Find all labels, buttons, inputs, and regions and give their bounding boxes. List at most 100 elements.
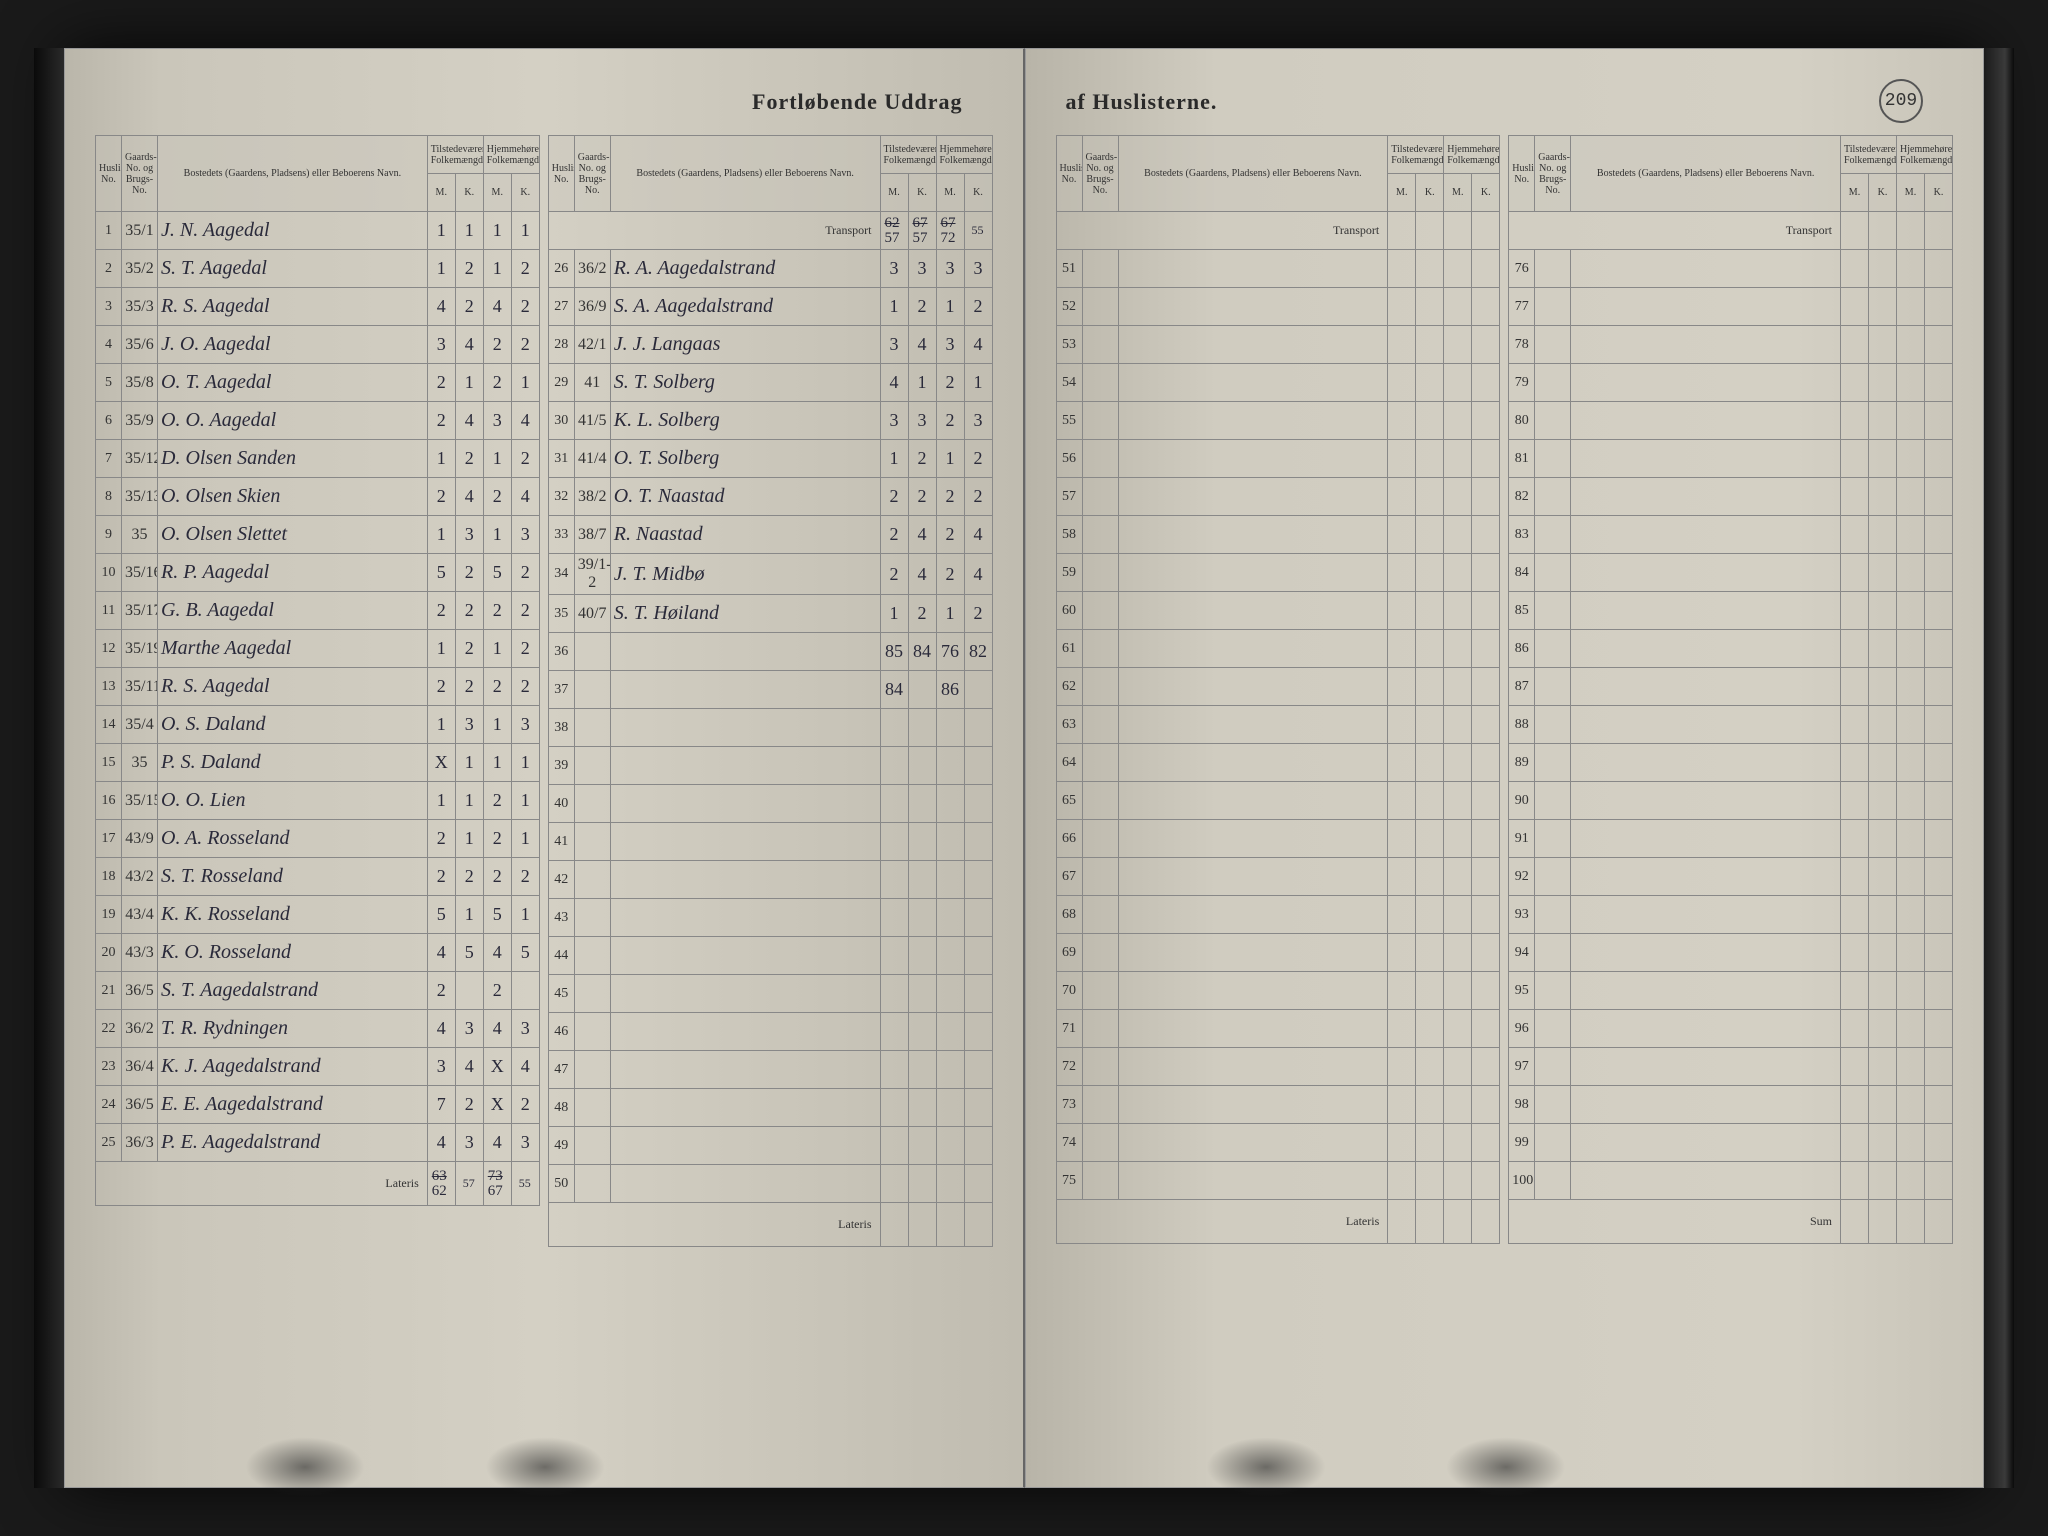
table-row: 45 [548,975,992,1013]
tilstede-k [1869,858,1897,896]
row-number: 5 [96,364,122,402]
tilstede-k: 3 [908,402,936,440]
table-row: 83 [1509,516,1953,554]
hjemme-m [1897,554,1925,592]
tilstede-k [1869,820,1897,858]
transport-tk: 6757 [908,212,936,250]
transport-label: Transport [1509,212,1841,250]
tilstede-k: 4 [455,326,483,364]
gaard-no [574,709,610,747]
resident-name: K. J. Aagedalstrand [158,1048,428,1086]
resident-name [1571,972,1841,1010]
tilstede-k: 2 [455,288,483,326]
resident-name: J. T. Midbø [610,554,880,595]
resident-name: O. T. Solberg [610,440,880,478]
resident-name [1571,1010,1841,1048]
resident-name [1118,1162,1388,1200]
table-row: 39 [548,747,992,785]
hjemme-m: X [483,1048,511,1086]
tilstede-k [1869,402,1897,440]
tilstede-m [1388,250,1416,288]
ledger-table-a: Huslisternes No. Gaards-No. og Brugs-No.… [95,135,540,1206]
tilstede-m [1388,858,1416,896]
hjemme-k: 2 [511,1086,539,1124]
tilstede-m [880,747,908,785]
hjemme-m: 3 [936,326,964,364]
tilstede-m [1388,1048,1416,1086]
hjemme-m [936,823,964,861]
row-number: 25 [96,1124,122,1162]
resident-name [610,1051,880,1089]
hjemme-k [964,1127,992,1165]
th-k: K. [455,174,483,212]
tilstede-m [880,1089,908,1127]
resident-name [1118,250,1388,288]
tilstede-k [908,1089,936,1127]
resident-name: O. T. Naastad [610,478,880,516]
resident-name: J. O. Aagedal [158,326,428,364]
sum-row: Sum [1509,1200,1953,1244]
row-number: 17 [96,820,122,858]
table-body-c: 5152535455565758596061626364656667686970… [1056,250,1500,1200]
hjemme-m [1897,1048,1925,1086]
row-number: 54 [1056,364,1082,402]
tilstede-m [1841,516,1869,554]
row-number: 32 [548,478,574,516]
hjemme-m [936,861,964,899]
resident-name [1571,288,1841,326]
th-tilstede: Tilstedeværende Folkemængde. [880,136,936,174]
tilstede-k [1869,744,1897,782]
hjemme-m [1897,630,1925,668]
table-row: 63 [1056,706,1500,744]
ledger-table-d: Huslisternes No. Gaards-No. og Brugs-No.… [1508,135,1953,1244]
th-bosted: Bostedets (Gaardens, Pladsens) eller Beb… [158,136,428,212]
table-row: 935O. Olsen Slettet1313 [96,516,540,554]
th-bosted: Bostedets (Gaardens, Pladsens) eller Beb… [610,136,880,212]
row-number: 3 [96,288,122,326]
tilstede-k [1416,668,1444,706]
tilstede-k [1869,1124,1897,1162]
tilstede-k [1869,668,1897,706]
th-gaard: Gaards-No. og Brugs-No. [1082,136,1118,212]
table-row: 100 [1509,1162,1953,1200]
hjemme-m: 5 [483,896,511,934]
table-row: 2236/2T. R. Rydningen4343 [96,1010,540,1048]
table-row: 44 [548,937,992,975]
table-row: 1235/19Marthe Aagedal1212 [96,630,540,668]
table-row: 57 [1056,478,1500,516]
tilstede-m [1841,364,1869,402]
th-k: K. [1416,174,1444,212]
gaard-no [574,823,610,861]
gaard-no [1082,288,1118,326]
row-number: 76 [1509,250,1535,288]
resident-name [1118,744,1388,782]
row-number: 100 [1509,1162,1535,1200]
hjemme-k [1472,630,1500,668]
tilstede-k: 1 [455,782,483,820]
tilstede-k: 2 [455,858,483,896]
gaard-no [574,1051,610,1089]
hjemme-k: 2 [964,288,992,326]
resident-name [1118,896,1388,934]
tilstede-m [880,1051,908,1089]
tilstede-k: 4 [908,516,936,554]
resident-name [1571,782,1841,820]
row-number: 93 [1509,896,1535,934]
gaard-no [1535,288,1571,326]
hjemme-m [1897,1162,1925,1200]
resident-name: P. E. Aagedalstrand [158,1124,428,1162]
row-number: 57 [1056,478,1082,516]
resident-name [610,1089,880,1127]
lateris-tk: 57 [455,1162,483,1206]
row-number: 37 [548,671,574,709]
gaard-no [574,747,610,785]
row-number: 7 [96,440,122,478]
hjemme-k: 2 [511,858,539,896]
row-number: 75 [1056,1162,1082,1200]
table-row: 75 [1056,1162,1500,1200]
hjemme-m: 1 [483,250,511,288]
hjemme-k [511,972,539,1010]
th-m: M. [880,174,908,212]
row-number: 36 [548,633,574,671]
hjemme-k [1925,858,1953,896]
